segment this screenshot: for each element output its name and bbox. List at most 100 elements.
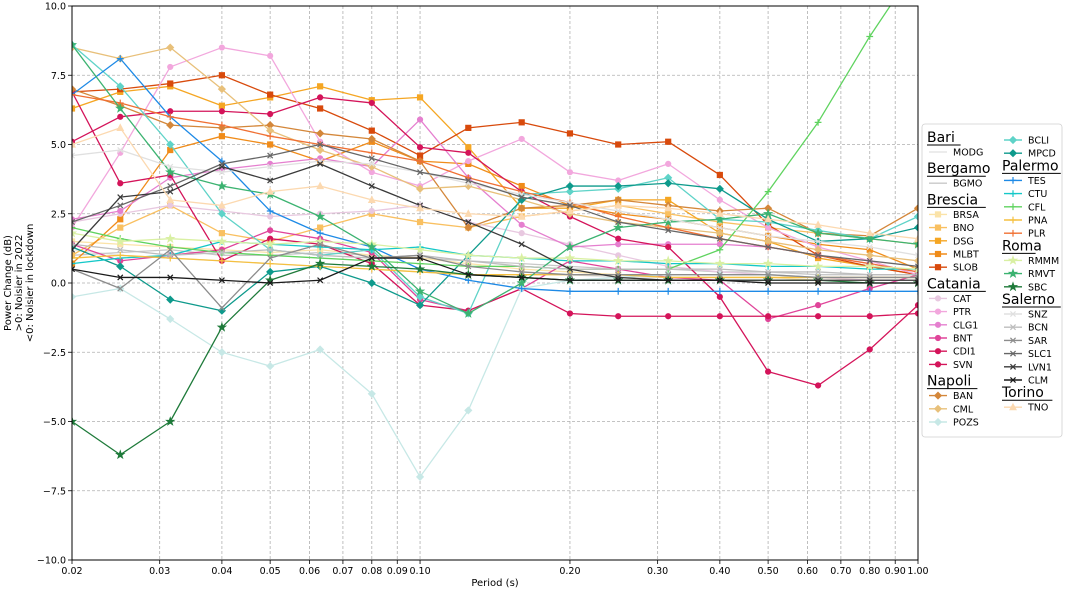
point-ptr — [218, 44, 225, 51]
legend-marker — [1009, 324, 1017, 331]
point-svn — [914, 302, 918, 309]
legend-entry-mpcd: MPCD — [1004, 149, 1056, 160]
legend-entry-rmvt: RMVT — [1004, 268, 1055, 280]
point-slc1 — [267, 152, 274, 159]
point-rmvt — [714, 213, 726, 224]
legend-label: CDI1 — [953, 347, 976, 358]
point-snz — [815, 238, 822, 245]
point-rmvt — [912, 238, 918, 249]
legend-entry-lvn1: LVN1 — [1004, 362, 1052, 373]
point-sar — [218, 304, 225, 311]
legend-entry-bgmo: BGMO — [929, 179, 982, 190]
point-plr — [218, 121, 226, 129]
point-bcn — [615, 266, 622, 273]
point-slc1 — [368, 155, 375, 162]
series-line-dsg — [72, 85, 918, 276]
point-lvn1 — [72, 246, 76, 253]
legend-label: POZS — [953, 418, 979, 429]
point-clm — [72, 266, 76, 273]
legend-label: DSG — [953, 236, 974, 247]
point-bcli — [565, 187, 575, 196]
legend-frame — [921, 123, 1063, 438]
point-mpcd — [565, 181, 575, 191]
point-rmmm — [564, 252, 576, 263]
point-snz — [914, 252, 918, 259]
point-pozs — [166, 314, 175, 324]
y-tick-label: 10.0 — [45, 2, 66, 13]
point-ban — [367, 134, 376, 144]
point-rmmm — [264, 238, 276, 249]
point-slc1 — [866, 257, 873, 264]
point-tes — [316, 229, 324, 237]
legend-marker — [1009, 363, 1017, 370]
y-tick-label: −10.0 — [37, 556, 66, 567]
point-svn — [765, 368, 772, 375]
point-pna — [218, 257, 226, 265]
point-svn — [167, 108, 174, 115]
legend-label: CLM — [1028, 376, 1048, 387]
point-bno — [117, 224, 124, 231]
point-rmvt — [516, 277, 527, 288]
x-tick-label: 0.07 — [332, 566, 353, 577]
series-line-rmvt — [72, 44, 918, 315]
series-line-clm — [72, 257, 918, 284]
legend-group-catania: Catania — [927, 276, 981, 292]
point-bcn — [72, 241, 76, 248]
point-lvn1 — [218, 163, 225, 170]
legend-marker — [934, 224, 942, 231]
point-lvn1 — [117, 194, 124, 201]
point-bno — [416, 218, 424, 226]
point-cml — [415, 184, 425, 193]
point-rmmm — [115, 236, 126, 246]
point-cfl — [716, 246, 724, 254]
point-sar — [267, 255, 274, 262]
x-tick-label: 0.04 — [211, 566, 232, 577]
point-ban — [517, 204, 526, 213]
series-line-ptr — [72, 46, 918, 276]
point-pna — [72, 254, 76, 262]
point-ptr — [665, 160, 672, 167]
legend-marker — [1009, 190, 1017, 197]
point-tes — [266, 207, 274, 215]
series-line-svn — [72, 96, 918, 387]
series-line-sbc — [72, 262, 918, 456]
legend-entry-pozs: POZS — [929, 418, 979, 429]
legend-entry-modg: MODG — [929, 148, 983, 159]
point-sbc — [264, 274, 276, 285]
point-slc1 — [566, 202, 573, 209]
point-sar — [765, 271, 772, 278]
point-slc1 — [317, 141, 324, 148]
legend-entry-bcn: BCN — [1004, 323, 1048, 334]
point-mpcd — [715, 184, 724, 193]
point-cdi1 — [765, 313, 772, 320]
series-sbc — [72, 258, 918, 460]
legend-marker — [1007, 281, 1019, 292]
point-bcn — [716, 266, 723, 273]
point-slc1 — [72, 219, 76, 226]
point-rmmm — [762, 258, 774, 269]
legend-label: BNT — [953, 334, 973, 345]
point-rmvt — [864, 233, 875, 244]
point-mpcd — [116, 262, 125, 271]
legend-marker — [1007, 268, 1019, 278]
legend-entry-ban: BAN — [929, 391, 973, 402]
x-tick-label: 0.40 — [709, 566, 730, 577]
legend-marker — [1009, 177, 1017, 184]
point-bno — [317, 224, 324, 231]
y-axis-label: Power Change (dB) >0: Noisier in 2022 <0… — [3, 224, 36, 343]
y-tick-label: −2.5 — [43, 348, 66, 359]
point-clm — [218, 277, 225, 284]
point-cat — [368, 207, 375, 215]
point-dsg — [416, 94, 424, 101]
point-cml — [913, 256, 918, 265]
point-rmmm — [314, 236, 326, 246]
point-snz — [665, 216, 672, 223]
series-line-cfl — [72, 6, 891, 270]
point-rmmm — [714, 258, 726, 269]
point-cfl — [866, 33, 874, 40]
point-lvn1 — [317, 160, 324, 167]
point-rmvt — [812, 227, 824, 238]
point-sbc — [165, 416, 176, 426]
point-rmmm — [812, 260, 824, 271]
